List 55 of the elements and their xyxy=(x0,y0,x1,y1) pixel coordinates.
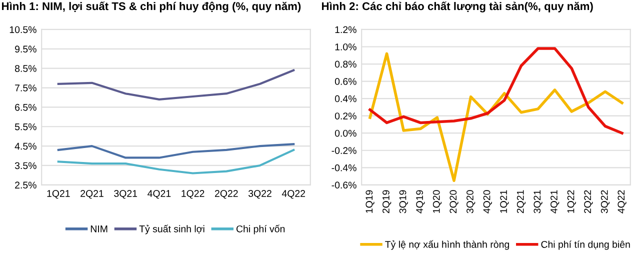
line-series xyxy=(57,148,295,174)
x-tick-label: 1Q22 xyxy=(182,190,204,199)
x-tick-label: 3Q20 xyxy=(466,190,476,214)
y-tick-label: 0.8% xyxy=(334,60,356,68)
x-tick-label: 3Q22 xyxy=(248,190,272,199)
line-series xyxy=(368,52,624,182)
y-tick-label: 0.4% xyxy=(334,95,356,102)
y-tick-label: 4.5% xyxy=(14,142,36,150)
y-tick-label: 0.2% xyxy=(334,112,356,120)
y-tick-label: 2.5% xyxy=(15,182,36,189)
legend-label: Tỷ lệ nợ xấu hình thành ròng xyxy=(385,240,509,250)
legend-label: Chi phí tín dụng biên xyxy=(541,240,630,250)
x-tick-label: 4Q22 xyxy=(282,190,306,199)
line-series xyxy=(57,69,295,100)
y-tick-label: 3.5% xyxy=(14,162,36,170)
x-tick-label: 2Q21 xyxy=(516,190,526,214)
y-tick-label: 9.5% xyxy=(15,46,36,53)
x-tick-label: 1Q20 xyxy=(432,190,442,213)
legend-label: Tỷ suất sinh lợi xyxy=(139,224,204,234)
x-tick-label: 3Q21 xyxy=(534,190,542,214)
x-tick-label: 3Q22 xyxy=(600,190,610,214)
x-tick-label: 2Q20 xyxy=(450,190,458,214)
y-tick-label: -0.2% xyxy=(332,147,356,154)
y-tick-label: 0.6% xyxy=(334,78,356,85)
x-tick-label: 1Q19 xyxy=(366,190,374,213)
x-tick-label: 2Q21 xyxy=(80,190,104,199)
x-tick-label: 1Q22 xyxy=(567,190,576,213)
y-tick-label: 0.0% xyxy=(334,130,356,137)
x-tick-label: 1Q21 xyxy=(500,190,509,213)
x-tick-label: 4Q22 xyxy=(618,190,626,214)
legend-label: Chi phí vốn xyxy=(236,224,285,234)
y-tick-label: 10.5% xyxy=(10,26,36,34)
y-tick-label: 7.5% xyxy=(15,84,36,92)
y-tick-label: -0.6% xyxy=(332,182,356,189)
x-tick-label: 3Q19 xyxy=(399,190,408,214)
line-series xyxy=(368,47,624,134)
x-tick-label: 4Q19 xyxy=(416,190,425,214)
legend-label: NIM xyxy=(90,226,108,232)
y-tick-label: 8.5% xyxy=(15,65,36,72)
x-tick-label: 4Q21 xyxy=(148,190,171,199)
y-tick-label: 1.2% xyxy=(335,26,356,34)
x-tick-label: 3Q21 xyxy=(114,190,138,199)
y-tick-label: -0.4% xyxy=(332,164,356,172)
line-series xyxy=(57,143,295,159)
x-tick-label: 1Q21 xyxy=(47,190,70,199)
x-tick-label: 2Q19 xyxy=(382,190,392,214)
y-tick-label: 6.5% xyxy=(15,104,36,111)
x-tick-label: 4Q21 xyxy=(550,190,560,214)
y-tick-label: 5.5% xyxy=(14,123,36,130)
chart-title: Hình 1: NIM, lợi suất TS & chi phí huy động (%, quy năm) xyxy=(2,1,301,12)
x-tick-label: 2Q22 xyxy=(215,190,238,199)
chart-title: Hình 2: Các chỉ báo chất lượng tài sản(%, quy năm) xyxy=(322,1,593,12)
x-tick-label: 4Q20 xyxy=(483,190,492,214)
y-tick-label: 1.0% xyxy=(335,43,356,50)
x-tick-label: 2Q22 xyxy=(584,190,593,214)
